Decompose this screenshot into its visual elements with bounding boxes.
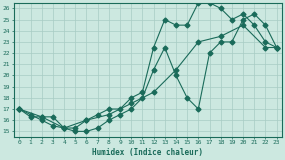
X-axis label: Humidex (Indice chaleur): Humidex (Indice chaleur) [93,148,203,157]
